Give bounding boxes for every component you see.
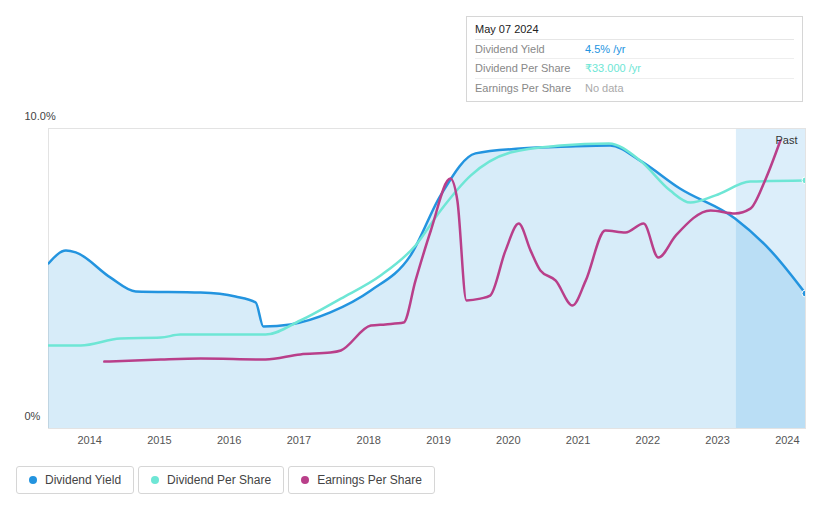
svg-text:10.0%: 10.0% [25,110,56,122]
html-text:No data: No data [585,82,624,94]
svg-text:2017: 2017 [287,434,311,446]
svg-text:2021: 2021 [566,434,590,446]
html-text:Earnings Per Share: Earnings Per Share [317,473,422,487]
html-text:Dividend Per Share: Dividend Per Share [475,62,571,74]
html-text:Dividend Per Share: Dividend Per Share [167,473,272,487]
svg-text:2020: 2020 [496,434,520,446]
svg-text:0%: 0% [25,410,41,422]
svg-text:2022: 2022 [636,434,660,446]
svg-text:2018: 2018 [357,434,381,446]
html-text:May 07 2024: May 07 2024 [475,23,539,35]
svg-text:2016: 2016 [217,434,241,446]
svg-text:2014: 2014 [77,434,101,446]
svg-text:2019: 2019 [426,434,450,446]
html-text:Dividend Yield: Dividend Yield [475,43,545,55]
html-text:₹33.000 /yr: ₹33.000 /yr [585,62,641,74]
html-text:Earnings Per Share: Earnings Per Share [475,82,571,94]
svg-text:2015: 2015 [147,434,171,446]
html-text:4.5% /yr: 4.5% /yr [585,43,626,55]
svg-text:2024: 2024 [775,434,799,446]
html-text:Dividend Yield: Dividend Yield [45,473,122,487]
svg-text:2023: 2023 [705,434,729,446]
svg-text:Past: Past [775,134,797,146]
